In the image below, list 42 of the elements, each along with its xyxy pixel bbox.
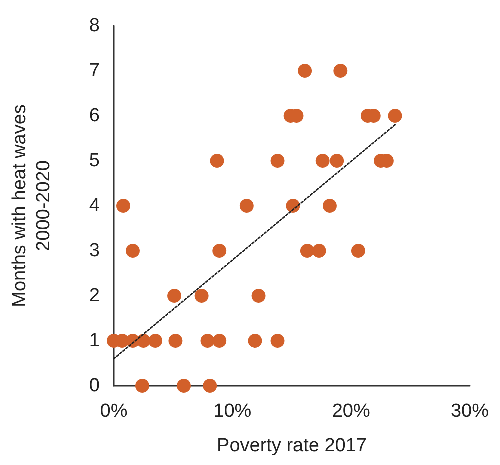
point [203,379,218,393]
point [298,64,312,78]
point [300,244,314,258]
y-tick-label: 5 [89,150,100,172]
point [168,289,182,303]
x-tick-label: 10% [214,401,252,422]
x-axis-title: Poverty rate 2017 [217,436,367,456]
point [351,244,366,258]
point [200,334,215,348]
x-tick-label: 0% [100,401,128,422]
point [135,379,150,393]
point [388,109,402,123]
y-tick-label: 8 [89,16,100,36]
point [177,379,192,393]
y-tick-label: 7 [89,60,100,82]
x-tick-label: 20% [332,401,370,422]
point [210,154,224,168]
point [316,154,330,168]
point [330,154,344,168]
point [212,244,227,258]
x-tick-label: 30% [450,401,490,422]
point [194,289,209,303]
point [322,199,337,213]
point [270,154,285,168]
y-tick-label: 2 [89,286,100,306]
point [212,334,227,348]
y-tick-label: 6 [89,106,100,126]
y-tick-label: 0 [89,376,100,396]
point [168,334,183,348]
y-tick-label: 4 [89,196,100,216]
point [252,289,266,303]
point [248,334,262,348]
point [148,334,163,348]
point [116,199,130,213]
y-tick-label: 1 [89,330,100,352]
point [126,244,140,258]
point [240,199,254,213]
y-axis-title: Months with heat waves 2000-2020 [10,104,54,308]
point [312,244,326,258]
point [270,334,285,348]
point [334,64,348,78]
y-tick-label: 3 [89,240,100,262]
